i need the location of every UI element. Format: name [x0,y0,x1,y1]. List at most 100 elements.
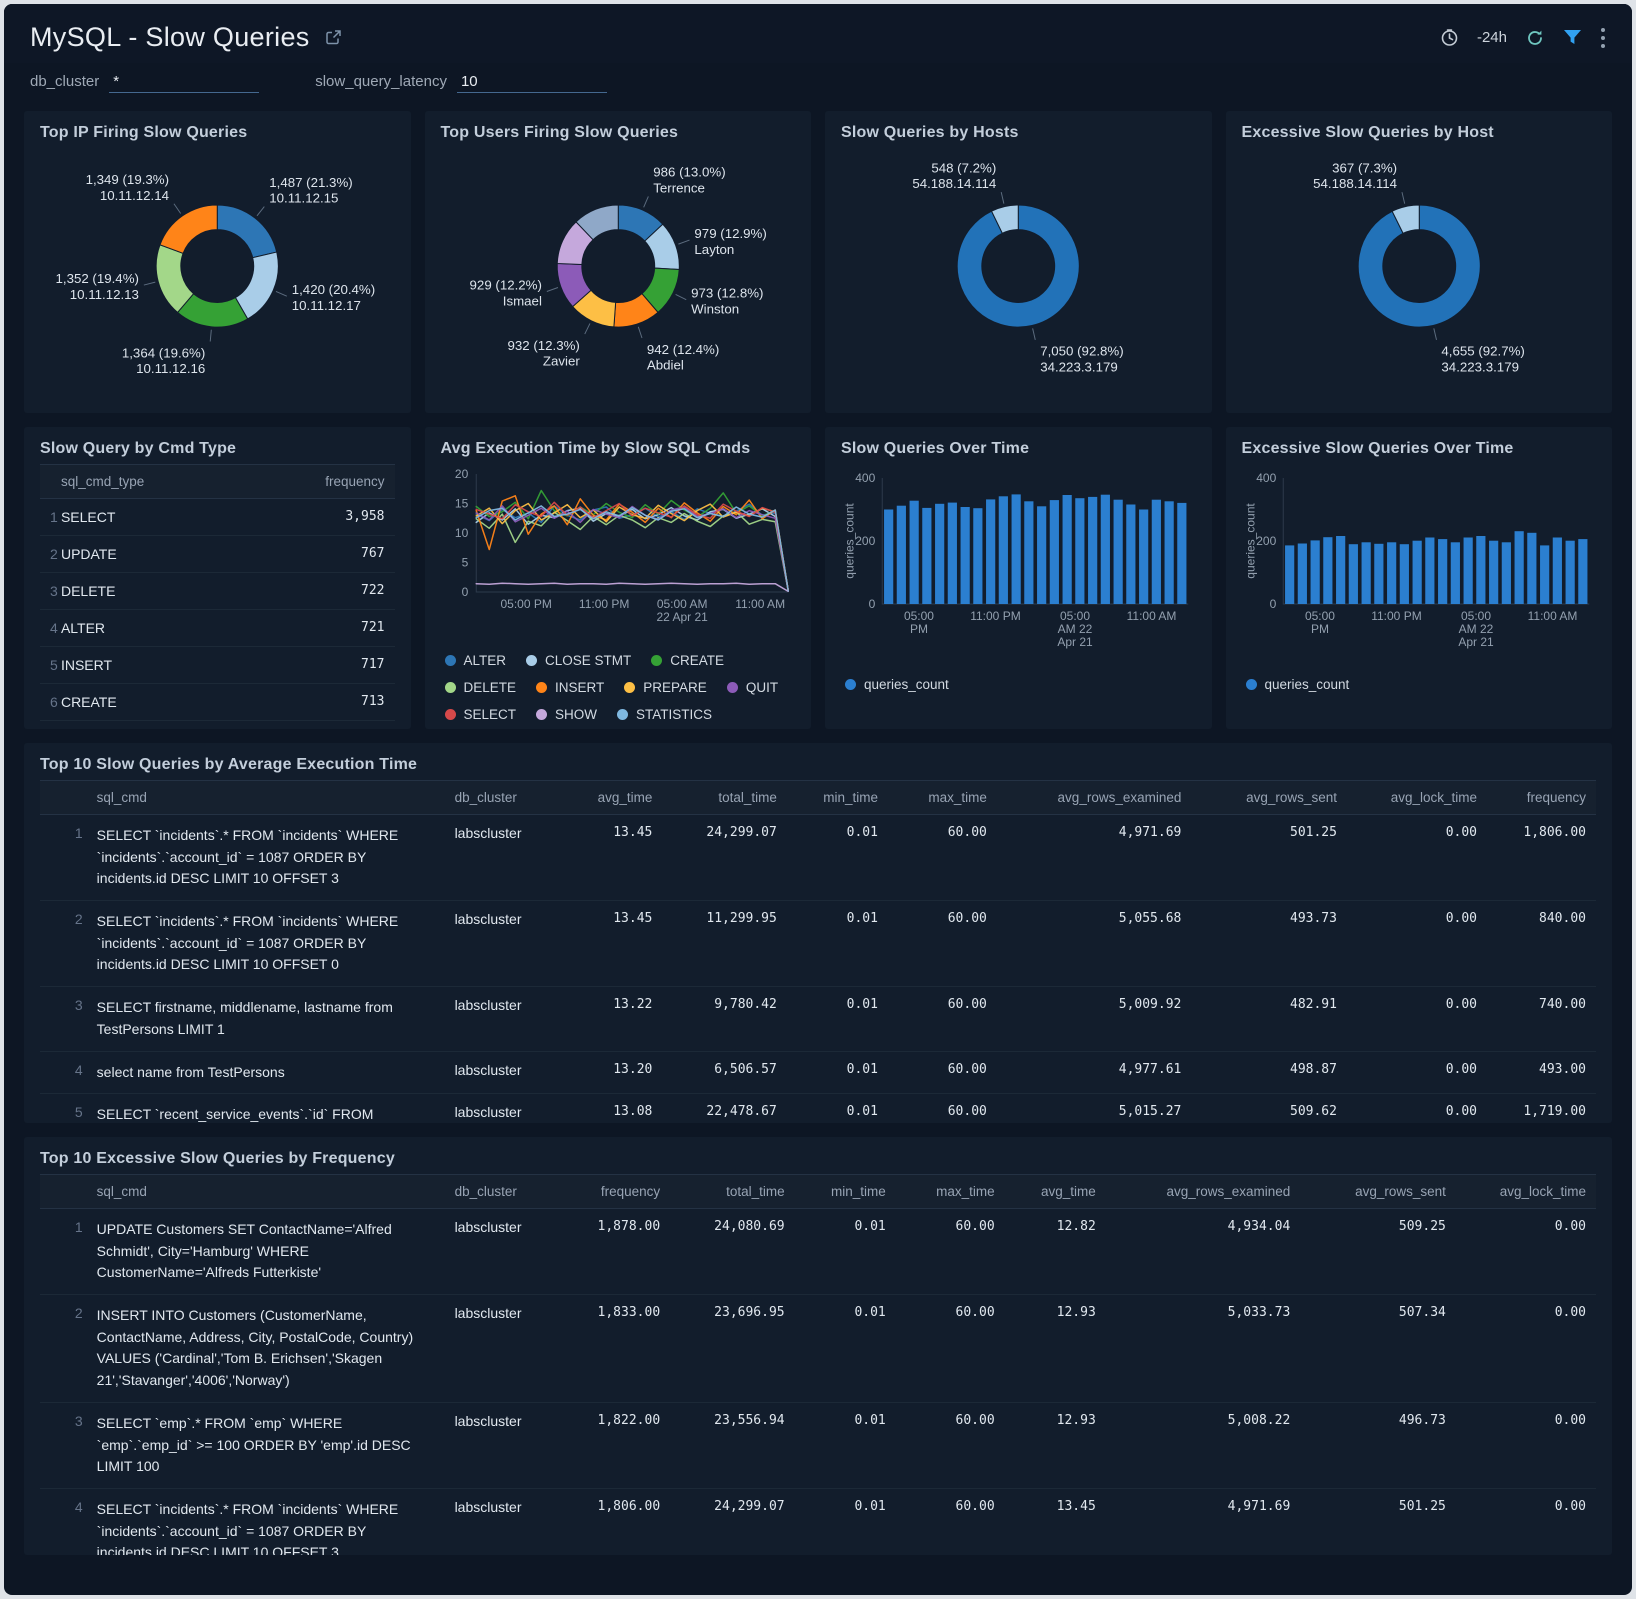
bar[interactable] [1412,540,1422,604]
column-header-db_cluster[interactable]: db_cluster [444,1174,554,1209]
bar[interactable] [1088,496,1098,604]
table-row[interactable]: 3 SELECT `emp`.* FROM `emp` WHERE `emp`.`… [40,1402,1596,1489]
column-header-frequency[interactable]: frequency [284,464,395,499]
bar[interactable] [1488,540,1498,604]
donut-slice-10.11.12.14[interactable] [159,204,218,254]
column-header-avg_time[interactable]: avg_time [553,780,663,815]
column-header-max_time[interactable]: max_time [887,780,997,815]
column-header-avg_rows_sent[interactable]: avg_rows_sent [1191,780,1347,815]
column-header-sql_cmd_type[interactable]: sql_cmd_type [50,464,285,499]
bar[interactable] [947,502,957,604]
bar[interactable] [1164,501,1174,604]
column-header-frequency[interactable]: frequency [1487,780,1596,815]
table-row[interactable]: 4 SELECT `incidents`.* FROM `incidents` W… [40,1488,1596,1555]
top-users-donut-chart[interactable]: 986 (13.0%) Terrence 979 (12.9%) Layton 973 … [441,148,796,386]
bar[interactable] [1310,540,1320,604]
legend-item-insert[interactable]: INSERT [536,678,604,696]
legend-item-queries_count[interactable]: queries_count [845,675,949,693]
donut-slice-34.223.3.179[interactable] [1357,204,1481,328]
column-header-max_time[interactable]: max_time [895,1174,1005,1209]
table-row[interactable]: 4 select name from TestPersons labscluster… [40,1051,1596,1095]
bar[interactable] [896,505,906,604]
bar[interactable] [1335,536,1345,604]
bar[interactable] [922,507,932,604]
legend-item-show[interactable]: SHOW [536,705,597,723]
bar[interactable] [1322,537,1332,604]
column-header-avg_lock_time[interactable]: avg_lock_time [1346,780,1487,815]
line-series-PREPARE[interactable] [475,502,789,592]
bar[interactable] [1539,545,1549,604]
bar[interactable] [1177,502,1187,604]
bar[interactable] [1113,499,1123,604]
column-header-min_time[interactable]: min_time [794,1174,896,1209]
share-icon[interactable] [324,28,343,47]
table-row[interactable]: 1 SELECT `incidents`.* FROM `incidents` W… [40,814,1596,902]
bar[interactable] [1151,499,1161,604]
bar[interactable] [1437,539,1447,604]
bar[interactable] [1284,545,1294,604]
donut-slice-other[interactable] [574,204,619,241]
table-row[interactable]: 2 INSERT INTO Customers (CustomerName, Co… [40,1294,1596,1403]
bar[interactable] [1399,544,1409,604]
legend-item-close-stmt[interactable]: CLOSE STMT [526,651,631,669]
bar[interactable] [1011,494,1021,604]
column-header-avg_lock_time[interactable]: avg_lock_time [1455,1174,1596,1209]
bar[interactable] [935,503,945,604]
column-header-sql_cmd[interactable]: sql_cmd [86,1174,445,1209]
table-row[interactable]: 2 SELECT `incidents`.* FROM `incidents` W… [40,900,1596,988]
filter-icon[interactable] [1563,29,1582,46]
bar[interactable] [1577,539,1587,604]
table-row[interactable]: 3 SELECT firstname, middlename, lastname … [40,986,1596,1052]
line-series-QUIT[interactable] [475,505,789,592]
bar[interactable] [884,509,894,605]
column-header-sql_cmd[interactable]: sql_cmd [86,780,445,815]
legend-item-select[interactable]: SELECT [444,705,516,723]
bar[interactable] [973,508,983,604]
donut-slice-54.188.14.114[interactable] [990,204,1019,234]
legend-item-queries_count[interactable]: queries_count [1245,675,1349,693]
table-row[interactable]: 1 UPDATE Customers SET ContactName='Alfre… [40,1208,1596,1296]
bar[interactable] [1424,537,1434,605]
bar[interactable] [1386,542,1396,604]
bar[interactable] [1062,495,1072,604]
refresh-icon[interactable] [1525,28,1545,48]
bar[interactable] [1037,506,1047,604]
table-row[interactable]: 5 INSERT 717 [40,646,395,684]
bar[interactable] [1049,500,1059,604]
donut-slice-54.188.14.114[interactable] [1391,204,1420,235]
donut-slice-34.223.3.179[interactable] [956,204,1080,328]
table-row[interactable]: 1 SELECT 3,958 [40,498,395,536]
bar[interactable] [1565,540,1575,604]
column-header-frequency[interactable]: frequency [553,1174,671,1209]
column-header-total_time[interactable]: total_time [662,780,787,815]
legend-item-delete[interactable]: DELETE [444,678,516,696]
line-series-DELETE[interactable] [475,511,789,592]
bar[interactable] [1075,498,1085,604]
legend-item-statistics[interactable]: STATISTICS [617,705,712,723]
legend-item-create[interactable]: CREATE [651,651,724,669]
hosts-excessive-donut-chart[interactable]: 4,655 (92.7%) 34.223.3.179 367 (7.3%) 54.18… [1242,148,1597,386]
legend-item-prepare[interactable]: PREPARE [624,678,707,696]
bar[interactable] [1501,542,1511,604]
hosts-donut-chart[interactable]: 7,050 (92.8%) 34.223.3.179 548 (7.2%) 54.18… [841,148,1196,386]
time-range-icon[interactable] [1440,28,1459,47]
column-header-min_time[interactable]: min_time [786,780,888,815]
column-header-total_time[interactable]: total_time [670,1174,795,1209]
bar[interactable] [1139,509,1149,605]
bar[interactable] [1348,544,1358,604]
table-row[interactable]: 4 ALTER 721 [40,609,395,647]
bar[interactable] [1100,494,1110,604]
top-ip-donut-chart[interactable]: 1,487 (21.3%) 10.11.12.15 1,420 (20.4%) 10.… [40,148,395,386]
column-header-db_cluster[interactable]: db_cluster [444,780,554,815]
slow-query-latency-input[interactable] [456,71,607,93]
bar[interactable] [998,496,1008,604]
bar[interactable] [1297,543,1307,605]
table-row[interactable]: 3 DELETE 722 [40,572,395,610]
line-series-SHOW[interactable] [475,582,789,593]
bar[interactable] [1024,501,1034,604]
bar[interactable] [1552,537,1562,605]
table-row[interactable]: 6 CREATE 713 [40,683,395,721]
time-range-label[interactable]: -24h [1476,29,1507,46]
